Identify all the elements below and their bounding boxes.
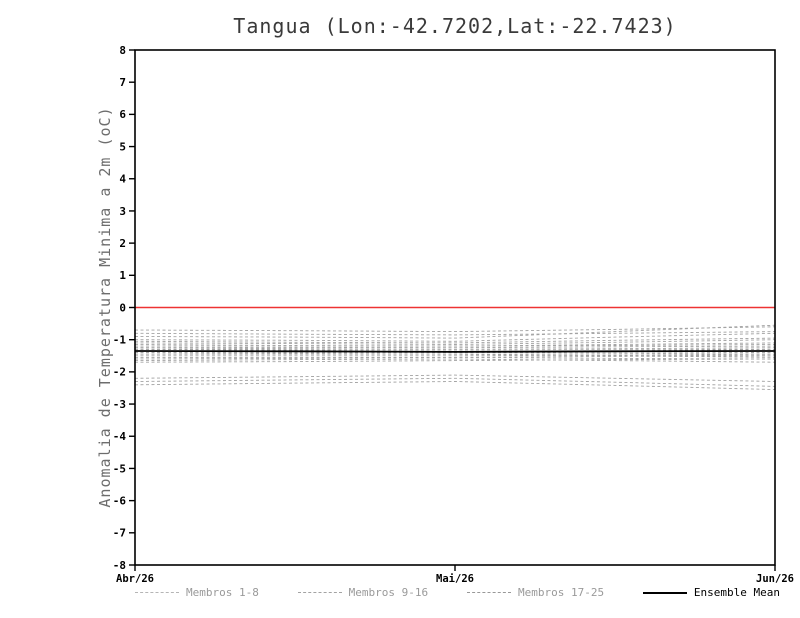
svg-text:-3: -3 [113,398,126,411]
svg-text:4: 4 [119,173,126,186]
legend-line-sample-solid [642,591,687,594]
legend-item-ensemble-mean: Ensemble Mean [642,586,780,599]
svg-text:-4: -4 [113,430,127,443]
legend-label: Membros 1-8 [186,586,259,599]
svg-text:-6: -6 [113,494,127,507]
legend-label: Membros 9-16 [348,586,429,599]
svg-text:3: 3 [119,205,126,218]
svg-text:-2: -2 [113,366,126,379]
svg-text:-5: -5 [113,462,126,475]
legend-line-sample-dashed [297,592,342,593]
svg-text:8: 8 [119,44,126,57]
chart-title: Tangua (Lon:-42.7202,Lat:-22.7423) [233,14,677,38]
legend-item-membros-9-16: Membros 9-16 [297,586,429,599]
legend-line-sample-dashed [135,592,179,593]
svg-text:6: 6 [119,108,126,121]
legend-item-membros-1-8: Membros 1-8 [135,586,259,599]
svg-text:Jun/26: Jun/26 [756,573,794,585]
legend-label: Ensemble Mean [693,586,780,599]
legend-label: Membros 17-25 [517,586,605,599]
svg-text:Mai/26: Mai/26 [436,573,474,585]
chart-legend: Membros 1-8 Membros 9-16 Membros 17-25 E… [135,586,780,599]
svg-text:5: 5 [119,140,126,153]
svg-text:1: 1 [119,269,126,282]
svg-text:-7: -7 [113,527,126,540]
svg-text:7: 7 [119,76,126,89]
legend-item-membros-17-25: Membros 17-25 [466,586,605,599]
svg-text:-1: -1 [113,334,127,347]
svg-text:Abr/26: Abr/26 [116,573,154,585]
legend-line-sample-dashed [466,592,511,593]
svg-text:2: 2 [119,237,126,250]
svg-text:-8: -8 [113,559,126,572]
svg-text:0: 0 [119,301,126,314]
